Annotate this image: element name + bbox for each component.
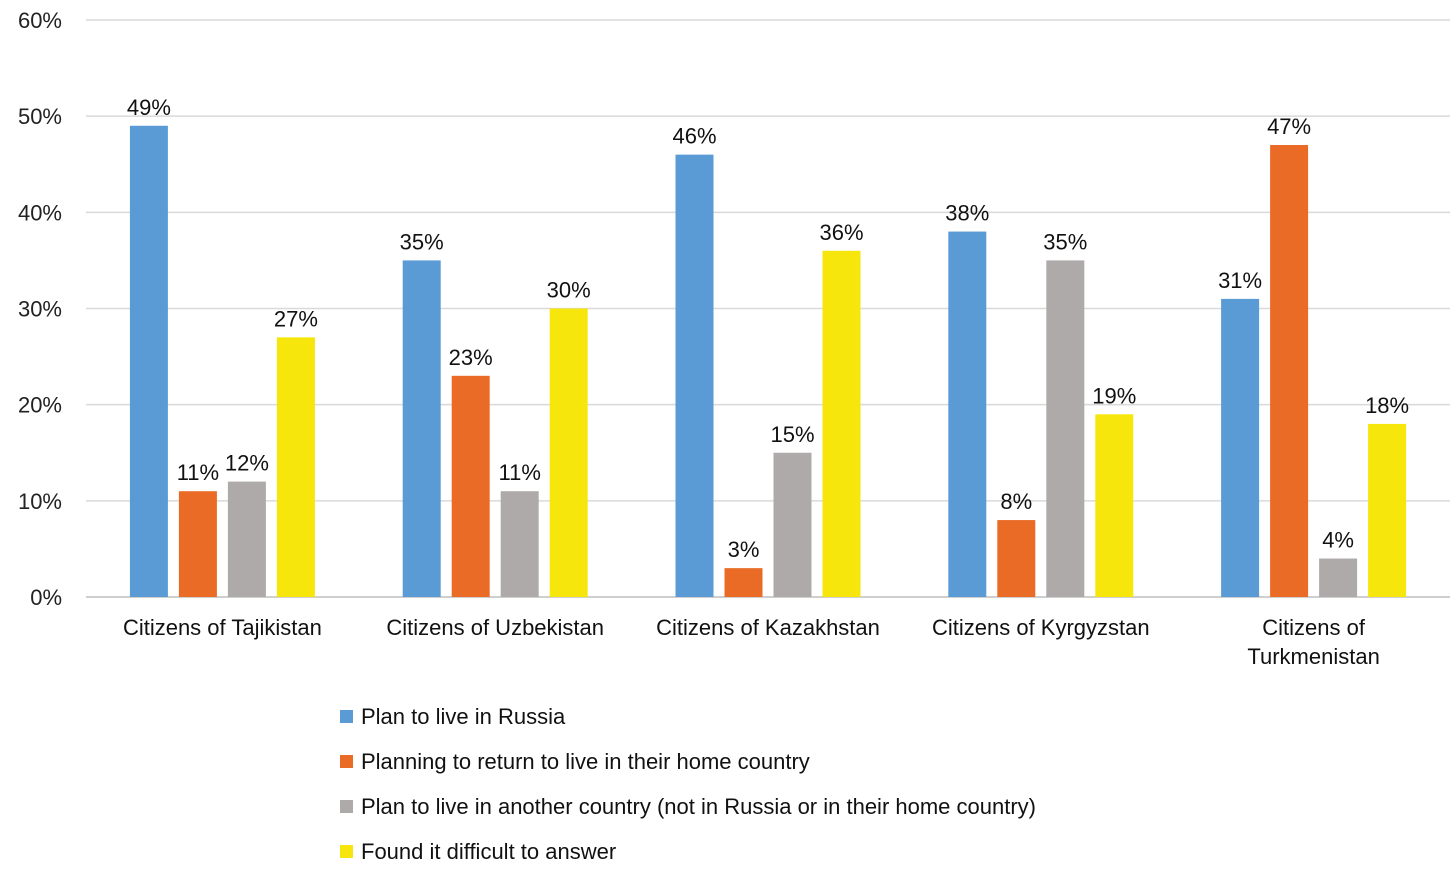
y-tick-label: 40%: [18, 200, 62, 225]
y-tick-label: 20%: [18, 393, 62, 418]
data-label: 12%: [225, 451, 269, 476]
data-label: 35%: [400, 229, 444, 254]
bar: [451, 375, 490, 597]
x-tick-label: Turkmenistan: [1247, 644, 1379, 669]
bar: [227, 481, 266, 597]
legend-item: Planning to return to live in their home…: [340, 739, 1036, 784]
data-label: 38%: [945, 201, 989, 226]
data-label: 18%: [1365, 393, 1409, 418]
legend-label: Plan to live in another country (not in …: [361, 793, 1036, 819]
bar: [402, 260, 441, 597]
x-tick-label: Citizens of Kazakhstan: [656, 615, 880, 640]
bar: [997, 520, 1036, 597]
data-label: 36%: [819, 220, 863, 245]
data-label: 3%: [728, 537, 760, 562]
x-tick-label: Citizens of Tajikistan: [123, 615, 322, 640]
bar: [773, 452, 812, 597]
bar: [500, 491, 539, 597]
legend-swatch: [340, 800, 353, 813]
bar: [1046, 260, 1085, 597]
data-label: 35%: [1043, 229, 1087, 254]
bar: [178, 491, 217, 597]
data-label: 4%: [1322, 528, 1354, 553]
legend-label: Planning to return to live in their home…: [361, 748, 810, 774]
bar: [948, 231, 987, 598]
legend-item: Found it difficult to answer: [340, 829, 1036, 874]
bar: [1368, 423, 1407, 597]
legend-swatch: [340, 710, 353, 723]
data-label: 47%: [1267, 114, 1311, 139]
y-tick-label: 30%: [18, 297, 62, 322]
y-tick-label: 10%: [18, 489, 62, 514]
legend-swatch: [340, 845, 353, 858]
bar: [1270, 145, 1309, 597]
data-label: 8%: [1000, 489, 1032, 514]
legend-item: Plan to live in Russia: [340, 694, 1036, 739]
x-tick-label: Citizens of: [1262, 615, 1366, 640]
x-tick-label: Citizens of Kyrgyzstan: [932, 615, 1150, 640]
bar: [549, 308, 588, 597]
data-label: 46%: [672, 124, 716, 149]
bars: [129, 125, 1407, 598]
x-axis: Citizens of Tajikistan Citizens of Uzbeki…: [123, 615, 1380, 669]
bar: [675, 154, 714, 597]
legend: Plan to live in Russia Planning to return…: [340, 694, 1036, 874]
bar: [1221, 298, 1260, 597]
data-labels: 49%11% 12%27%35%23%11%30%46%3%15%36%38%8%…: [127, 95, 1409, 562]
data-label: 31%: [1218, 268, 1262, 293]
data-label: 49%: [127, 95, 171, 120]
data-label: 30%: [547, 278, 591, 303]
legend-swatch: [340, 755, 353, 768]
data-label: 27%: [274, 306, 318, 331]
legend-label: Plan to live in Russia: [361, 703, 566, 729]
legend-label: Found it difficult to answer: [361, 838, 617, 864]
bar: [129, 125, 168, 598]
bar: [1095, 414, 1134, 597]
data-label: 11%: [177, 460, 219, 485]
bar: [724, 568, 763, 597]
data-label: 11%: [498, 460, 540, 485]
data-label: 15%: [770, 422, 814, 447]
data-label: 23%: [449, 345, 493, 370]
bar: [822, 250, 861, 598]
y-axis: 0% 10% 20% 30% 40% 50% 60%: [18, 8, 62, 610]
bar: [1319, 558, 1358, 597]
y-tick-label: 50%: [18, 104, 62, 129]
y-tick-label: 0%: [30, 585, 62, 610]
bar: [276, 337, 315, 597]
x-tick-label: Citizens of Uzbekistan: [386, 615, 604, 640]
data-label: 19%: [1092, 383, 1136, 408]
y-tick-label: 60%: [18, 8, 62, 33]
legend-item: Plan to live in another country (not in …: [340, 784, 1036, 829]
